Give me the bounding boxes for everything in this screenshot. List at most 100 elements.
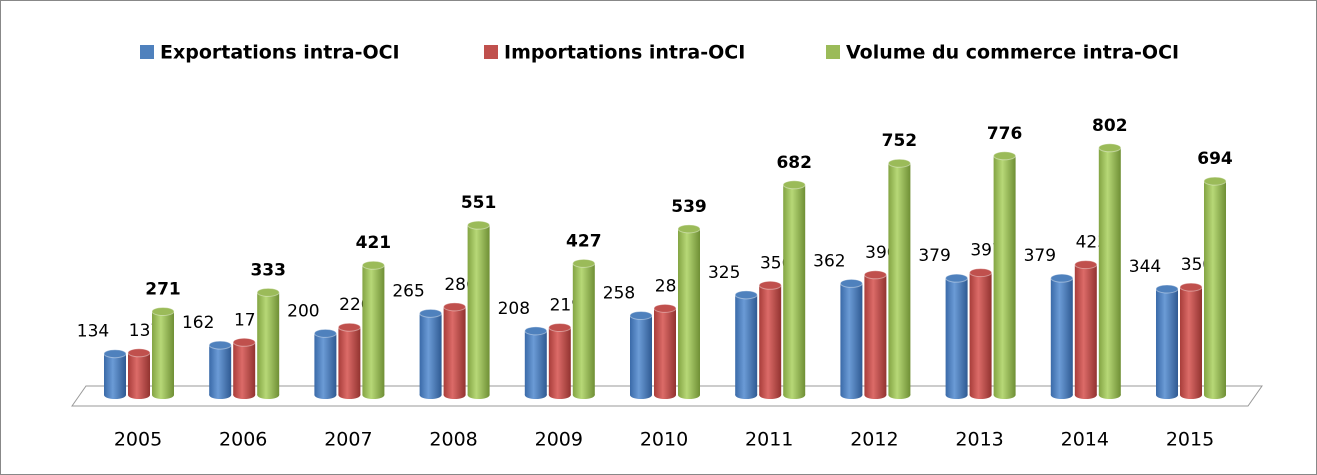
bar-body [128,352,150,395]
bar-top [758,280,782,290]
bar-body [152,311,174,395]
data-label: 539 [671,197,707,217]
data-label: 258 [603,283,635,303]
bar [1074,260,1098,399]
bar-top [1050,273,1074,283]
bar-body [524,330,547,395]
x-tick-label: 2008 [429,429,477,451]
bar [839,278,863,399]
bar-body [467,225,490,395]
data-label: 162 [182,313,214,333]
bar [337,322,361,399]
bar-body [759,285,782,395]
bar-bottom [735,391,758,399]
bar-bottom [678,391,700,399]
bar [1155,284,1179,399]
bar [467,220,491,399]
bar-body [1050,278,1073,395]
data-label: 802 [1092,116,1128,136]
bar-bottom [419,391,442,399]
bar-body [630,315,652,395]
bar-body [362,265,385,395]
bar-top [1074,260,1098,270]
legend-label: Importations intra-OCI [504,42,745,64]
bar [887,158,911,399]
bar-top [467,220,491,230]
bar-bottom [314,391,337,399]
bar-bottom [840,391,863,399]
bar-body [1204,181,1226,395]
bar-bottom [1156,391,1178,399]
data-label: 265 [392,281,424,301]
bar-bottom [152,391,174,399]
bar-top [337,322,361,332]
bar-bottom [783,391,806,399]
bar-top [313,328,337,338]
bar [103,349,127,399]
bar-bottom [128,391,150,399]
bar-body [840,283,863,395]
bar-body [945,278,968,395]
bar-bottom [888,391,911,399]
data-label: 325 [708,263,740,283]
legend-label: Exportations intra-OCI [160,42,400,64]
legend-label: Volume du commerce intra-OCI [846,42,1179,64]
data-label: 134 [77,322,109,342]
bar-top [945,273,969,283]
bar-top [677,224,701,234]
bar-top [629,310,653,320]
bar [629,310,653,399]
bar-bottom [1204,391,1226,399]
bar-body [419,313,442,395]
bar-top [127,348,151,358]
bar-top [232,337,256,347]
bar [758,280,782,399]
bar [993,151,1017,399]
bar-body [548,327,571,395]
bar-top [887,158,911,168]
bar-bottom [233,391,256,399]
bar-bottom [1074,391,1097,399]
bar-bottom [759,391,782,399]
bar-top [993,151,1017,161]
bar-body [888,163,911,395]
bar-top [256,287,280,297]
bar [863,270,887,399]
bar-body [209,345,232,395]
bar-bottom [443,391,466,399]
bar-bottom [209,391,232,399]
bar [548,322,572,399]
bar [1098,143,1122,399]
bar-top [734,290,758,300]
data-label: 344 [1129,257,1161,277]
bar [1050,273,1074,399]
legend-swatch [140,45,154,59]
bar-top [969,268,993,278]
bar-body [864,274,887,395]
bar-body [993,155,1016,395]
bar-top [653,303,677,313]
bar [734,290,758,399]
bar-body [233,342,256,395]
bar [653,303,677,399]
bar-body [572,263,595,395]
bar-top [443,302,467,312]
bar [572,258,596,399]
bar [419,308,443,399]
bar-top [839,278,863,288]
bar-top [863,270,887,280]
x-tick-label: 2015 [1166,429,1214,451]
bar-top [151,306,175,316]
bar-top [1203,176,1227,186]
x-tick-label: 2009 [535,429,583,451]
bar-body [1180,287,1202,395]
bar-bottom [362,391,385,399]
bar-top [782,180,806,190]
bar-bottom [257,391,280,399]
bar-top [208,340,232,350]
bar [151,306,175,399]
data-label: 379 [918,246,950,266]
data-label: 551 [461,193,497,213]
bar-bottom [524,391,547,399]
